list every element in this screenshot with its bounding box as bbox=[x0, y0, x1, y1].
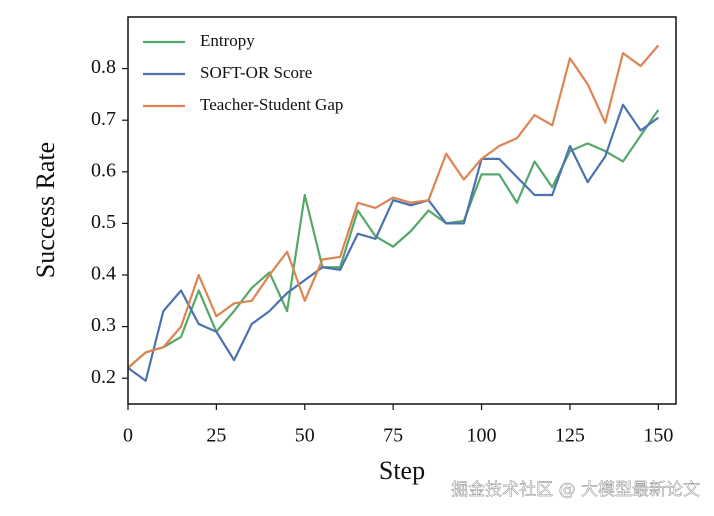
y-axis-label: Success Rate bbox=[31, 142, 60, 278]
y-tick-label: 0.4 bbox=[91, 263, 116, 285]
x-tick-label: 125 bbox=[555, 425, 585, 447]
y-tick-label: 0.8 bbox=[91, 56, 116, 78]
legend-label: SOFT-OR Score bbox=[200, 63, 312, 82]
x-axis-label: Step bbox=[379, 456, 425, 485]
x-tick-label: 100 bbox=[467, 425, 497, 447]
series-line bbox=[127, 109, 660, 369]
x-tick-label: 0 bbox=[123, 425, 133, 447]
plot-frame bbox=[127, 16, 677, 405]
legend-label: Entropy bbox=[200, 31, 255, 50]
y-tick-label: 0.7 bbox=[91, 108, 116, 130]
y-tick-label: 0.6 bbox=[91, 159, 116, 181]
y-tick-label: 0.3 bbox=[91, 314, 116, 336]
x-tick-label: 50 bbox=[295, 425, 315, 447]
x-tick-label: 75 bbox=[383, 425, 403, 447]
series-line bbox=[127, 103, 659, 382]
watermark: 掘金技术社区 @ 大模型最新论文 bbox=[451, 480, 700, 500]
x-tick-label: 150 bbox=[643, 425, 673, 447]
y-tick-label: 0.5 bbox=[91, 211, 116, 233]
series-line bbox=[127, 44, 660, 369]
legend-label: Teacher-Student Gap bbox=[200, 95, 343, 114]
y-tick-label: 0.2 bbox=[91, 366, 116, 388]
x-tick-label: 25 bbox=[206, 425, 226, 447]
